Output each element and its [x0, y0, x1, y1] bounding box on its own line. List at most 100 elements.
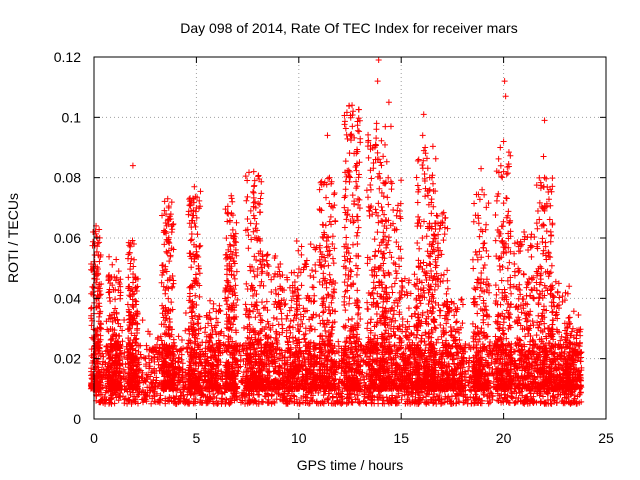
data-point [119, 338, 126, 345]
data-point [244, 286, 251, 293]
data-point [100, 353, 107, 360]
data-point [187, 250, 194, 257]
data-point [232, 249, 239, 256]
data-point [329, 394, 336, 401]
data-point [244, 193, 251, 200]
data-point [96, 258, 103, 265]
chart-title: Day 098 of 2014, Rate Of TEC Index for r… [180, 20, 517, 36]
data-point [111, 400, 118, 407]
data-point [162, 290, 169, 297]
data-point [261, 393, 268, 400]
data-point [96, 303, 103, 310]
data-point [243, 197, 250, 204]
data-point [231, 275, 238, 282]
data-point [158, 337, 165, 344]
data-point [264, 261, 271, 268]
data-point [186, 293, 193, 300]
data-point [115, 268, 122, 275]
data-point [512, 399, 519, 406]
data-point [126, 242, 133, 249]
data-point [133, 327, 140, 334]
data-point [210, 390, 217, 397]
data-point [246, 169, 253, 176]
data-point [398, 396, 405, 403]
data-point [126, 292, 133, 299]
data-point [87, 305, 94, 312]
data-point [168, 199, 175, 206]
data-point [188, 236, 195, 243]
data-point [265, 369, 272, 376]
data-point [124, 301, 131, 308]
data-point [570, 308, 577, 315]
data-point [300, 305, 307, 312]
data-point [250, 183, 257, 190]
data-point [196, 270, 203, 277]
data-point [360, 373, 367, 380]
data-point [412, 356, 419, 363]
data-point [145, 328, 152, 335]
data-point [244, 177, 251, 184]
data-point [272, 334, 279, 341]
data-point [242, 173, 249, 180]
data-point [112, 305, 119, 312]
data-point [169, 226, 176, 233]
data-point [159, 262, 166, 269]
data-point [355, 399, 362, 406]
data-point [106, 253, 113, 260]
data-point [253, 220, 260, 227]
data-point [226, 219, 233, 226]
data-point [225, 210, 232, 217]
data-point [311, 326, 318, 333]
data-point [288, 297, 295, 304]
data-point [288, 304, 295, 311]
data-point [157, 333, 164, 340]
data-point [244, 334, 251, 341]
data-point [148, 369, 155, 376]
data-point [250, 212, 257, 219]
data-point [196, 293, 203, 300]
data-point [130, 279, 137, 286]
data-point [282, 300, 289, 307]
data-point [233, 268, 240, 275]
data-point [197, 242, 204, 249]
data-point [399, 392, 406, 399]
data-point [279, 321, 286, 328]
data-point [265, 263, 272, 270]
data-point [263, 252, 270, 259]
data-point [207, 394, 214, 401]
data-point [206, 338, 213, 345]
data-point [375, 400, 382, 407]
data-point [302, 393, 309, 400]
data-point [178, 351, 185, 358]
data-point [256, 209, 263, 216]
data-point [575, 311, 582, 318]
data-point [167, 253, 174, 260]
data-point [244, 216, 251, 223]
data-point [182, 309, 189, 316]
data-point [175, 333, 182, 340]
data-point [250, 188, 257, 195]
data-point [270, 314, 277, 321]
data-point [188, 230, 195, 237]
data-point [481, 391, 488, 398]
data-point [563, 330, 570, 337]
data-point [179, 360, 186, 367]
data-point [166, 258, 173, 265]
data-point [131, 256, 138, 263]
data-point [518, 309, 525, 316]
data-point [178, 337, 185, 344]
data-point [195, 313, 202, 320]
data-point [133, 320, 140, 327]
data-point [397, 345, 404, 352]
data-point [187, 237, 194, 244]
data-point [465, 382, 472, 389]
data-point [165, 295, 172, 302]
data-point [216, 307, 223, 314]
data-point [127, 243, 134, 250]
data-point [352, 396, 359, 403]
data-point [192, 292, 199, 299]
data-point [245, 245, 252, 252]
data-point [557, 337, 564, 344]
data-point [210, 300, 217, 307]
